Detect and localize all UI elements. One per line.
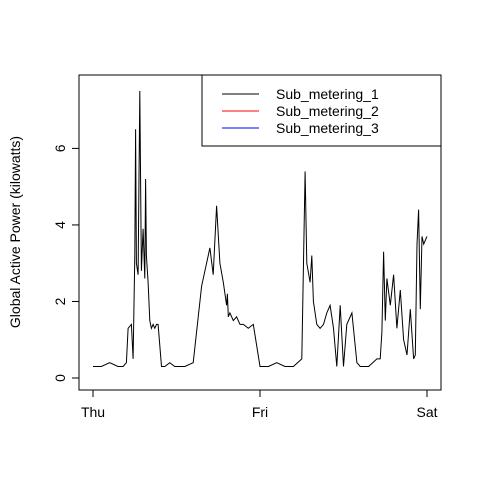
y-tick-label: 4 (52, 221, 68, 229)
y-tick-label: 0 (52, 374, 68, 382)
legend-label-3: Sub_metering_3 (276, 120, 379, 136)
x-axis: Thu Fri Sat (81, 389, 438, 420)
y-tick-label: 2 (52, 297, 68, 305)
series-line-1 (93, 90, 428, 367)
x-tick-label: Fri (252, 404, 268, 420)
y-tick-label: 6 (52, 144, 68, 152)
x-tick-label: Sat (416, 404, 437, 420)
legend-label-2: Sub_metering_2 (276, 103, 379, 119)
y-axis-label: Global Active Power (kilowatts) (7, 136, 23, 328)
series-group (93, 90, 428, 367)
y-axis: 0 2 4 6 (52, 144, 80, 382)
x-tick-label: Thu (81, 404, 105, 420)
legend-label-1: Sub_metering_1 (276, 86, 379, 102)
legend: Sub_metering_1Sub_metering_2Sub_metering… (201, 74, 442, 147)
